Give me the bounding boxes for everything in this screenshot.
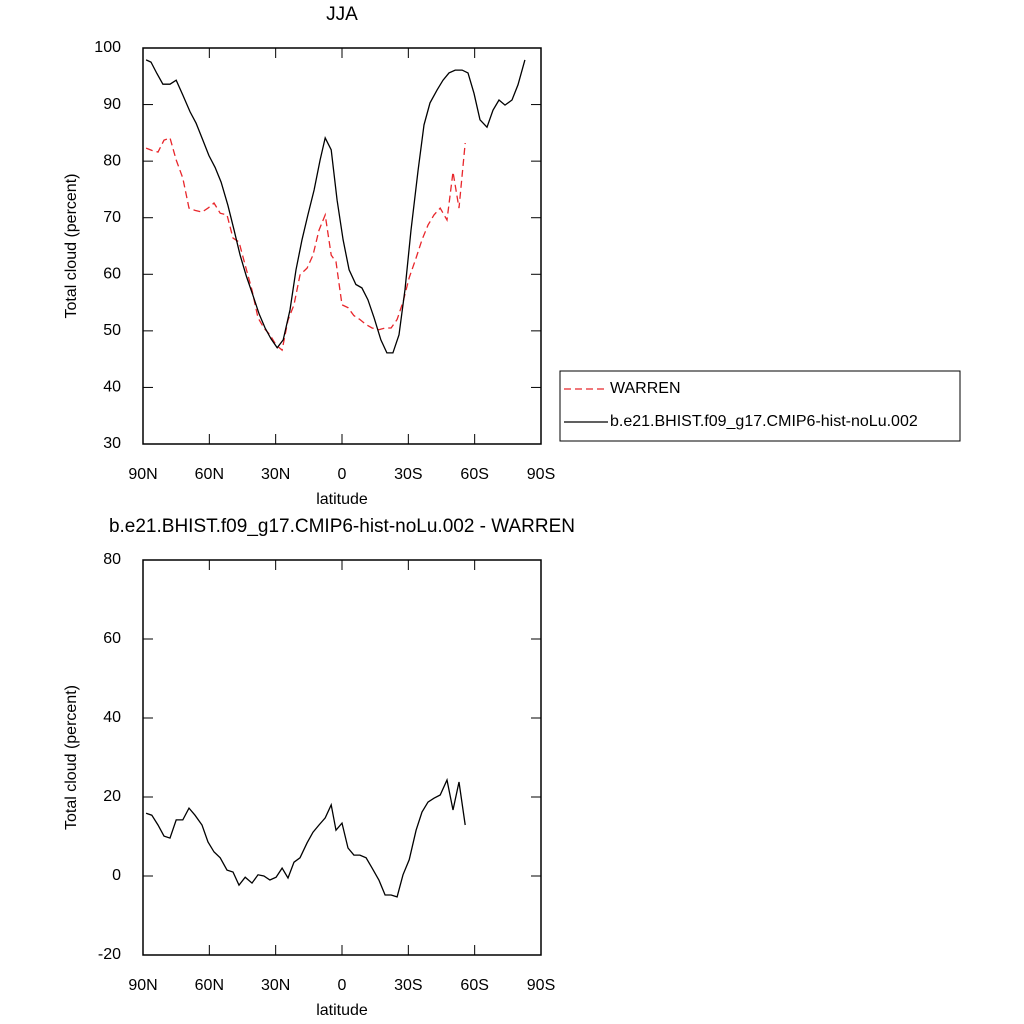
x-tick-label: 30N [261,977,290,994]
y-tick-label: 60 [103,630,121,647]
x-tick-label: 0 [338,977,347,994]
plot-frame [142,559,542,956]
x-tick-label: 90N [128,977,157,994]
x-tick-label: 90S [527,977,555,994]
x-tick-label: 60N [195,977,224,994]
data-line [145,777,466,898]
chart-title: b.e21.BHIST.f09_g17.CMIP6-hist-noLu.002 … [109,516,575,537]
x-tick-label: 90N [128,466,157,483]
y-tick-label: 80 [103,551,121,568]
y-tick-label: 50 [103,322,121,339]
x-tick-label: 90S [527,466,555,483]
chart-title: JJA [326,4,358,25]
legend-label: b.e21.BHIST.f09_g17.CMIP6-hist-noLu.002 [610,413,918,430]
y-tick-label: 30 [103,435,121,452]
legend-label: WARREN [610,380,681,397]
x-tick-label: 60S [460,466,488,483]
y-tick-label: 40 [103,379,121,396]
y-tick-label: 0 [112,867,121,884]
y-tick-label: 60 [103,266,121,283]
data-line [145,59,526,354]
y-axis-label: Total cloud (percent) [63,685,80,830]
y-tick-label: -20 [98,946,121,963]
y-tick-label: 80 [103,152,121,169]
x-tick-label: 30S [394,977,422,994]
y-axis-label: Total cloud (percent) [63,174,80,319]
y-tick-label: 70 [103,209,121,226]
legend-box [559,370,961,442]
data-line [145,137,466,352]
x-tick-label: 60N [195,466,224,483]
x-axis-label: latitude [316,491,368,508]
x-tick-label: 30S [394,466,422,483]
plot-frame [142,47,542,445]
x-tick-label: 0 [338,466,347,483]
x-tick-label: 30N [261,466,290,483]
x-tick-label: 60S [460,977,488,994]
y-tick-label: 90 [103,96,121,113]
y-tick-label: 40 [103,709,121,726]
x-axis-label: latitude [316,1002,368,1019]
y-tick-label: 20 [103,788,121,805]
y-tick-label: 100 [94,39,121,56]
